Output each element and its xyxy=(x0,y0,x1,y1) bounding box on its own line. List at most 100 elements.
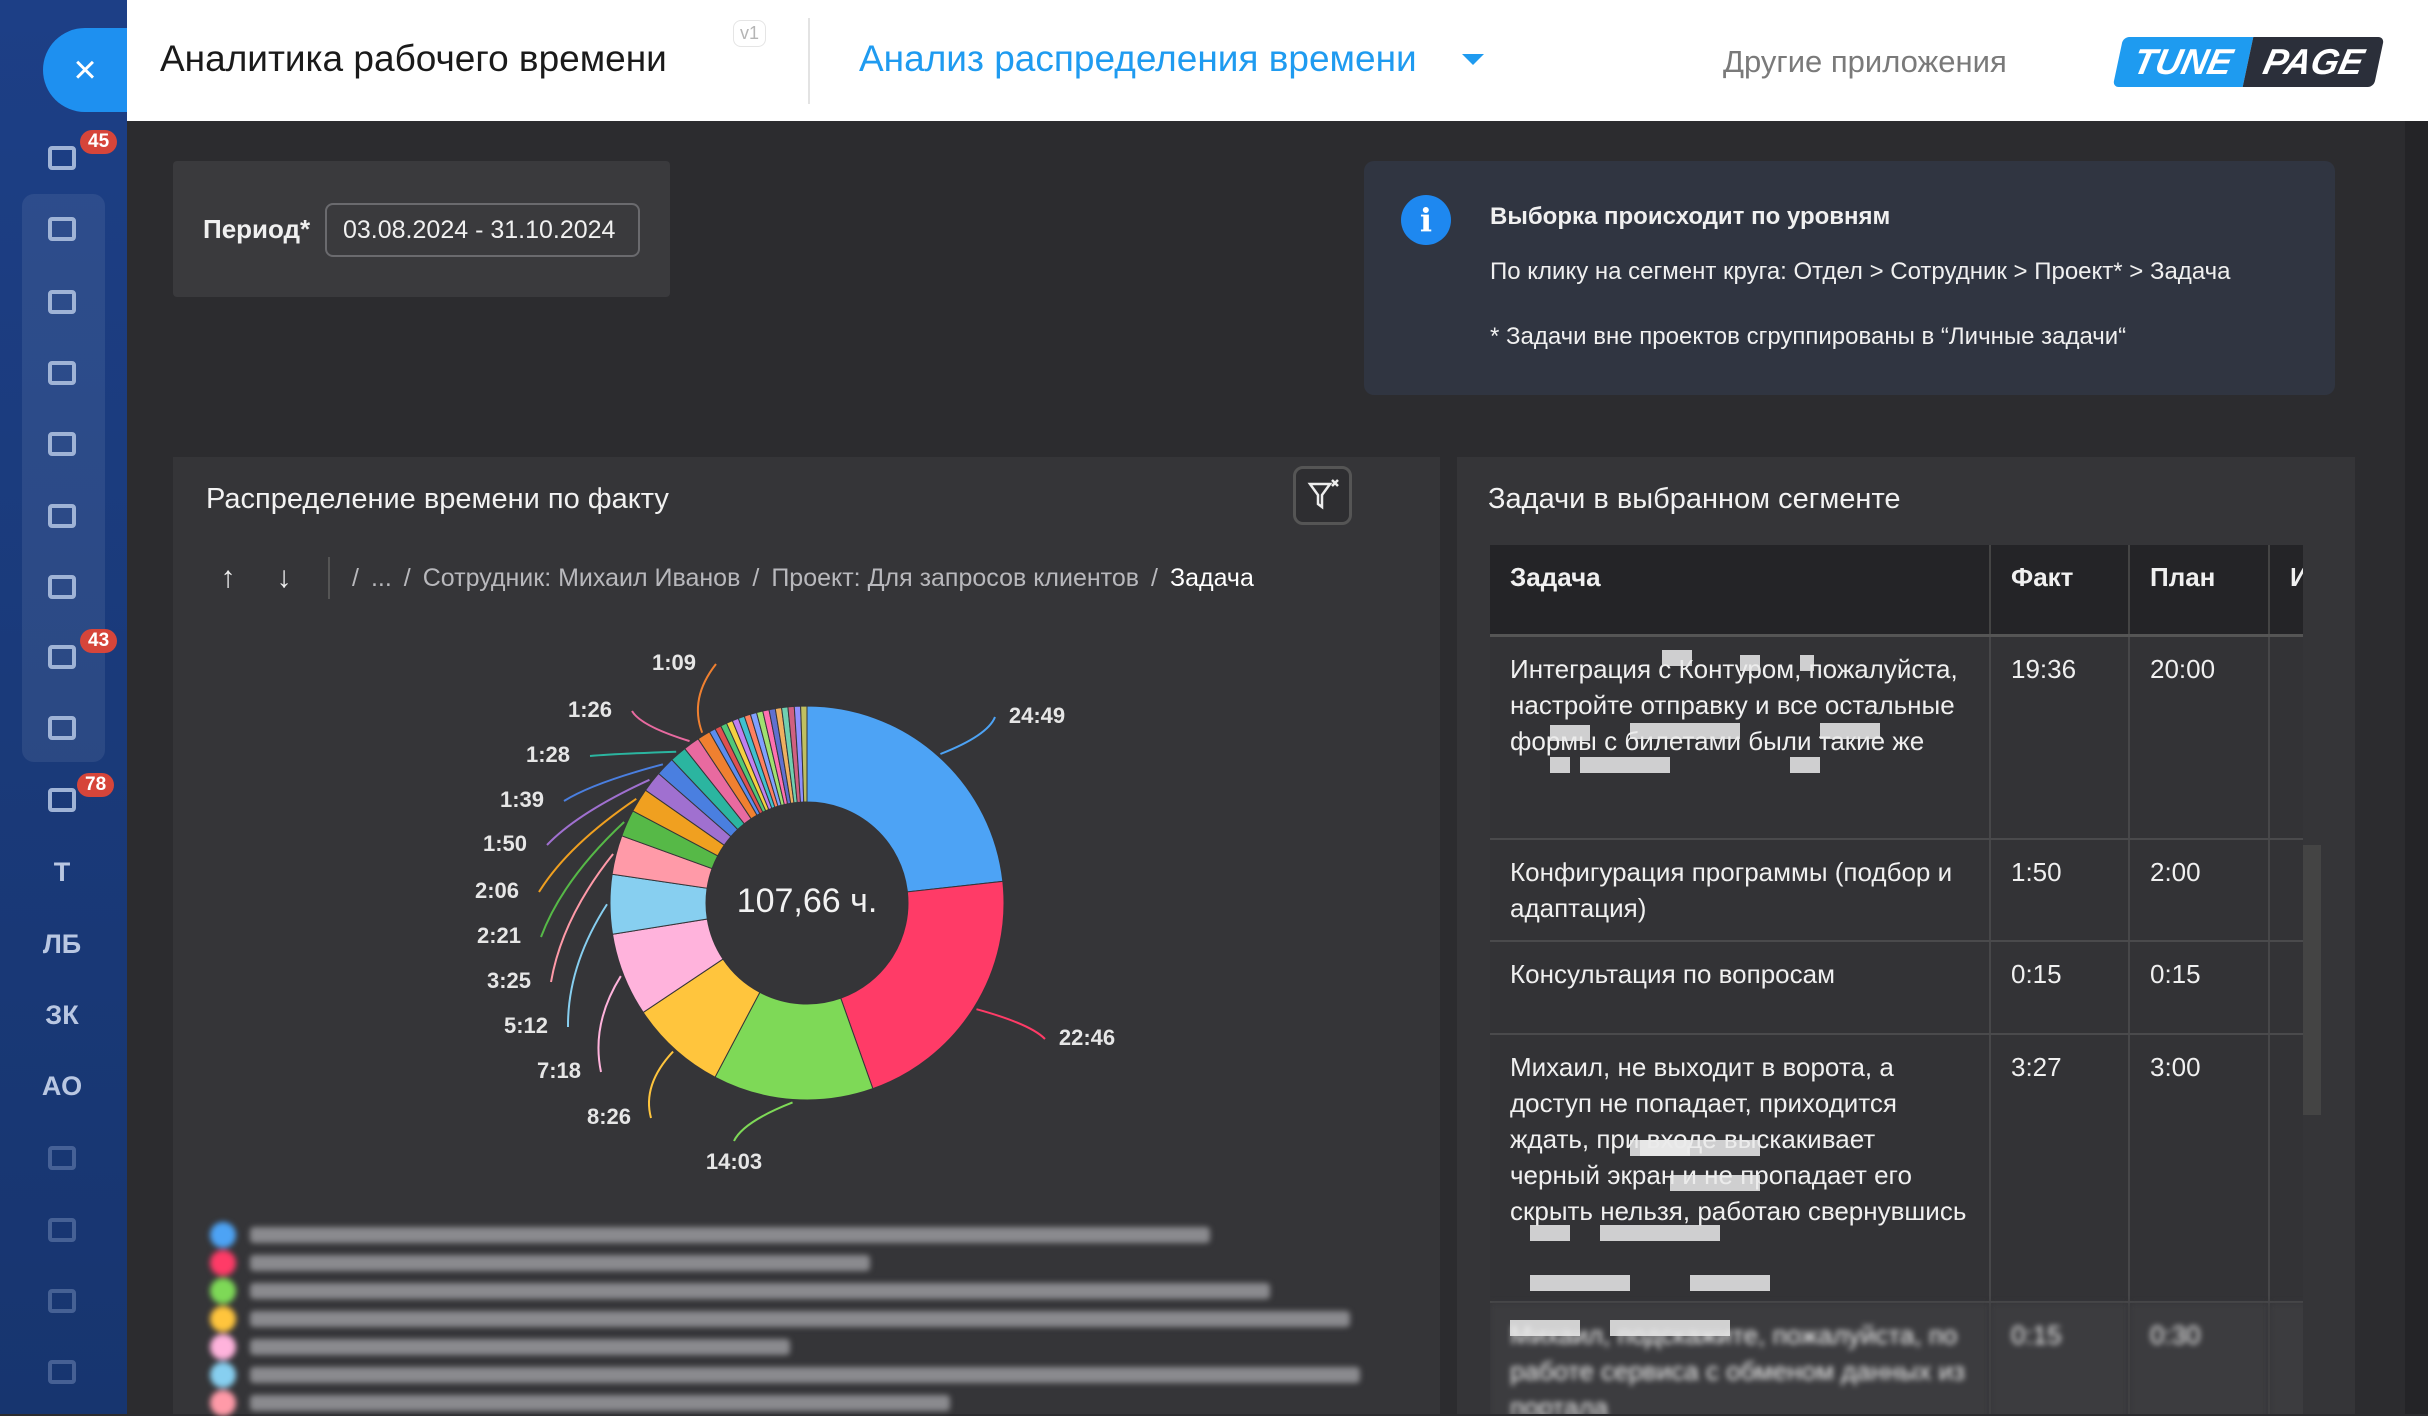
sidebar-icon[interactable] xyxy=(48,1218,76,1242)
crumb[interactable]: Задача xyxy=(1169,563,1254,592)
table-cell: Михаил, не выходит в ворота, а доступ не… xyxy=(1490,1034,1991,1303)
tasks-table: Задача Факт План И Интеграция с Контуром, п… xyxy=(1490,545,2303,1414)
panel-title: Распределение времени по факту xyxy=(206,483,669,515)
legend-blurred xyxy=(210,1220,1390,1416)
breadcrumb: ↑ ↓ /... / Сотрудник: Михаил Иванов / Проект: … xyxy=(206,557,1254,599)
redaction xyxy=(1600,1225,1720,1241)
logo: TUNE PAGE xyxy=(2112,37,2385,87)
sidebar-icon[interactable] xyxy=(48,645,76,669)
sidebar xyxy=(0,0,127,1414)
table-row[interactable]: Михаил, подскажите, пожалуйста, по работ… xyxy=(1490,1302,2303,1414)
sidebar-item[interactable]: АО xyxy=(41,1071,83,1101)
table-cell: Конфигурация программы (подбор и адаптац… xyxy=(1490,839,1991,942)
sidebar-icon[interactable] xyxy=(48,1289,76,1313)
redaction xyxy=(1510,1320,1580,1336)
sidebar-icon[interactable] xyxy=(48,575,76,599)
badge: 43 xyxy=(80,629,118,653)
redaction xyxy=(1610,1320,1730,1336)
table-cell: 19:36 xyxy=(1990,635,2130,840)
table-row[interactable]: Интеграция с Контуром, пожалуйста, настр… xyxy=(1490,635,2303,840)
separator: / xyxy=(752,563,760,592)
header xyxy=(127,0,2428,121)
caret[interactable] xyxy=(1462,54,1484,65)
sidebar-icon[interactable] xyxy=(48,146,76,170)
sidebar-item[interactable]: ЗК xyxy=(45,1000,79,1030)
sidebar-icon[interactable] xyxy=(48,788,76,812)
table-cell: 1:50 xyxy=(1990,839,2130,942)
table-cell: 0:15 xyxy=(2129,941,2270,1035)
redaction xyxy=(1740,655,1760,671)
filter-icon xyxy=(1307,479,1339,510)
redaction xyxy=(1790,757,1820,773)
close-button[interactable]: × xyxy=(43,28,127,112)
info-panel xyxy=(1364,161,2335,395)
sidebar-icon[interactable] xyxy=(48,361,76,385)
separator: / xyxy=(1151,563,1158,592)
sidebar-item[interactable]: Т xyxy=(53,857,71,887)
table-header: Задача Факт План И xyxy=(1490,545,2303,637)
redaction xyxy=(1690,1275,1770,1291)
redaction xyxy=(1580,757,1670,773)
sidebar-group xyxy=(22,194,105,762)
redaction xyxy=(1630,723,1740,739)
crumb[interactable]: ... xyxy=(370,563,392,592)
nav-arrow[interactable]: ↓ xyxy=(276,561,292,594)
table-cell: 0:15 xyxy=(1990,941,2130,1035)
logo-part: TUNE xyxy=(2112,37,2254,87)
app-title: Аналитика рабочего времени xyxy=(160,38,667,79)
divider xyxy=(328,557,330,599)
period-label: Период* xyxy=(203,214,311,244)
separator: / xyxy=(403,563,411,592)
panel-title: Задачи в выбранном сегменте xyxy=(1488,483,1901,515)
redaction xyxy=(1670,1175,1760,1191)
sidebar-item[interactable]: ЛБ xyxy=(42,929,82,959)
table-cell: 2:00 xyxy=(2129,839,2270,942)
table-body: Интеграция с Контуром, пожалуйста, настр… xyxy=(1490,635,2303,1414)
table-cell xyxy=(2269,1302,2303,1414)
table-scrollbar xyxy=(2303,845,2321,1115)
badge: 45 xyxy=(80,130,118,154)
sidebar-icon[interactable] xyxy=(48,217,76,241)
table-row[interactable]: Конфигурация программы (подбор и адаптац… xyxy=(1490,839,2303,942)
table-cell: 0:30 xyxy=(2129,1302,2270,1414)
column-header: Задача xyxy=(1490,545,1991,637)
redaction xyxy=(1820,723,1880,739)
table-cell xyxy=(2269,635,2303,840)
reset-filter-button[interactable] xyxy=(1293,466,1352,525)
table-cell: 3:27 xyxy=(1990,1034,2130,1303)
redaction xyxy=(1630,1140,1690,1156)
sidebar-icon[interactable] xyxy=(48,1360,76,1384)
table-row[interactable]: Михаил, не выходит в ворота, а доступ не… xyxy=(1490,1034,2303,1303)
sidebar-icon[interactable] xyxy=(48,716,76,740)
table-cell xyxy=(2269,1034,2303,1303)
sidebar-icon[interactable] xyxy=(48,504,76,528)
badge: 78 xyxy=(77,773,115,797)
version: v1 xyxy=(733,20,767,47)
nav-arrow[interactable]: ↑ xyxy=(220,561,236,594)
redaction xyxy=(1530,1225,1570,1241)
info-icon: i xyxy=(1401,195,1451,245)
chart-panel xyxy=(173,457,1440,1414)
redaction xyxy=(1662,650,1692,666)
table-cell: 0:15 xyxy=(1990,1302,2130,1414)
period-input[interactable]: 03.08.2024 - 31.10.2024 xyxy=(325,203,640,257)
table-row[interactable]: Консультация по вопросам 0:15 0:15 xyxy=(1490,941,2303,1035)
table-cell: Консультация по вопросам xyxy=(1490,941,1991,1035)
crumb[interactable]: Сотрудник: Михаил Иванов xyxy=(422,563,741,592)
sidebar-icon[interactable] xyxy=(48,432,76,456)
sidebar-icon[interactable] xyxy=(48,290,76,314)
column-header: План xyxy=(2129,545,2270,637)
scroll-track xyxy=(2405,121,2428,1414)
column-header: Факт xyxy=(1990,545,2130,637)
other-apps[interactable]: Другие приложения xyxy=(1723,44,2007,79)
column-header: И xyxy=(2269,545,2303,637)
app-selector[interactable]: Анализ распределения времени xyxy=(859,38,1417,79)
redaction xyxy=(1800,655,1814,671)
table-cell xyxy=(2269,941,2303,1035)
period-panel xyxy=(173,161,670,297)
crumb[interactable]: Проект: Для запросов клиентов xyxy=(771,563,1140,592)
separator: / xyxy=(352,563,359,592)
sidebar-icon[interactable] xyxy=(48,1146,76,1170)
redaction xyxy=(1550,757,1570,773)
